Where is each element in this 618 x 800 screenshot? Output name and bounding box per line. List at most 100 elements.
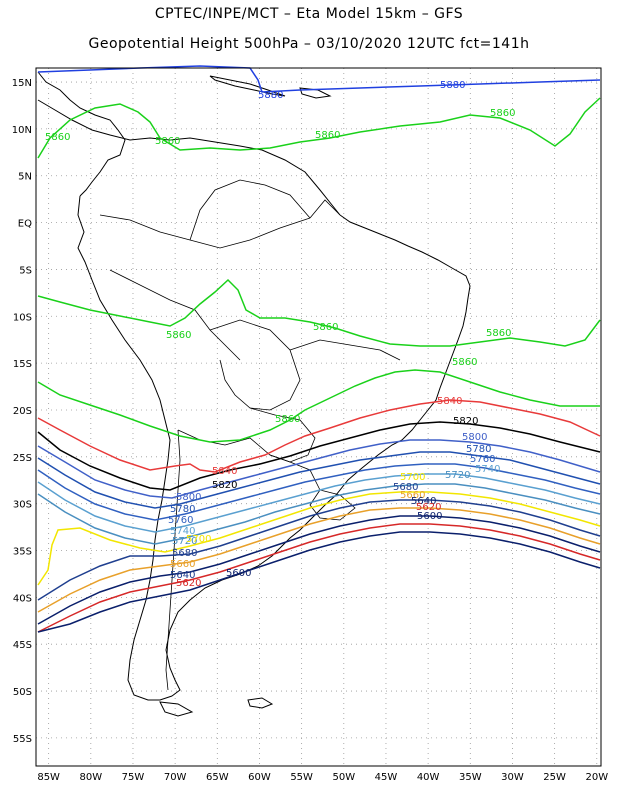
label-5780-b: 5780: [466, 444, 491, 455]
lat-tick-label: 10S: [13, 312, 32, 323]
contour-5820: [37, 421, 601, 491]
lon-tick-label: 35W: [459, 772, 482, 783]
lon-tick-label: 65W: [206, 772, 229, 783]
longitude-axis: 85W 80W 75W 70W 65W 60W 55W 50W 45W 40W 35W 30W 25W 2…: [37, 772, 608, 783]
contour-5600: [37, 531, 601, 633]
map-subtitle: Geopotential Height 500hPa – 03/10/2020 …: [88, 36, 530, 52]
lon-tick-label: 45W: [375, 772, 398, 783]
lat-tick-label: 15N: [12, 78, 32, 89]
label-5720-a: 5720: [172, 536, 197, 547]
border-colombia: [99, 214, 311, 249]
contour-5640: [37, 515, 601, 625]
label-5620-a: 5620: [176, 578, 201, 589]
lat-tick-label: 5N: [18, 172, 32, 183]
south-america-coast: [77, 195, 471, 701]
lon-tick-label: 60W: [248, 772, 271, 783]
lat-tick-label: 15S: [13, 359, 32, 370]
label-5660-a: 5660: [170, 559, 195, 570]
label-5800-b: 5800: [462, 432, 487, 443]
lat-tick-label: 10N: [12, 125, 32, 136]
contour-5740: [37, 473, 601, 533]
lat-tick-label: 35S: [13, 547, 32, 558]
map-title: CPTEC/INPE/MCT – Eta Model 15km – GFS: [154, 6, 464, 22]
border-guianas: [309, 199, 341, 219]
label-5880-a: 5880: [258, 90, 283, 101]
label-5600-b: 5600: [417, 511, 442, 522]
contour-5800: [37, 439, 601, 499]
label-5640-a: 5640: [170, 570, 195, 581]
contour-5880-north: [37, 65, 601, 93]
label-5860-f: 5860: [313, 322, 338, 333]
caribbean-coast: [37, 99, 341, 216]
label-5620-b: 5620: [416, 502, 441, 513]
border-uruguay: [309, 489, 356, 521]
label-5600-a: 5600: [226, 568, 251, 579]
contour-5860-south: [37, 369, 600, 443]
label-5720-b: 5720: [445, 470, 470, 481]
label-5640-b: 5640: [411, 496, 436, 507]
label-5860-e: 5860: [166, 330, 191, 341]
contour-labels: 5880 5880 5860 5860 5860 5860 5860 5860 …: [45, 80, 515, 589]
contour-5860-mid: [37, 278, 601, 347]
lat-tick-label: 20S: [13, 406, 32, 417]
lat-tick-label: EQ: [18, 219, 32, 230]
contour-5760: [37, 463, 601, 521]
contour-5780: [37, 451, 601, 509]
label-5740-a: 5740: [170, 526, 195, 537]
latitude-axis: 15N 10N 5N EQ 5S 10S 15S 20S 25S 30S 35S 40S 45S 50S 5…: [12, 78, 32, 745]
label-5680-a: 5680: [172, 548, 197, 559]
border-brazil-east: [289, 339, 401, 361]
lat-tick-label: 30S: [13, 500, 32, 511]
lat-tick-label: 5S: [19, 265, 32, 276]
label-5660-b: 5660: [400, 490, 425, 501]
lat-tick-label: 50S: [13, 687, 32, 698]
lon-tick-label: 55W: [290, 772, 313, 783]
lat-tick-label: 45S: [13, 640, 32, 651]
label-5760-b: 5760: [470, 454, 495, 465]
label-5760-a: 5760: [168, 515, 193, 526]
lon-tick-label: 85W: [37, 772, 60, 783]
border-bolivia: [209, 319, 301, 411]
lon-tick-label: 70W: [164, 772, 187, 783]
label-5780-a: 5780: [170, 504, 195, 515]
label-5860-b: 5860: [155, 136, 180, 147]
contour-5840: [37, 399, 601, 473]
tierra-del-fuego: [159, 701, 194, 717]
border-venezuela: [189, 179, 311, 241]
lon-tick-label: 40W: [417, 772, 440, 783]
lon-tick-label: 20W: [585, 772, 608, 783]
lon-tick-label: 75W: [122, 772, 145, 783]
contour-5860-caribbean: [37, 97, 601, 159]
lat-lon-grid: [36, 68, 601, 766]
label-5860-c: 5860: [315, 130, 340, 141]
label-5860-g: 5860: [486, 328, 511, 339]
lat-tick-label: 55S: [13, 734, 32, 745]
lon-tick-label: 25W: [543, 772, 566, 783]
label-5880-b: 5880: [440, 80, 465, 91]
label-5680-b: 5680: [393, 482, 418, 493]
border-peru-brazil: [109, 269, 241, 361]
lat-tick-label: 40S: [13, 593, 32, 604]
coastlines: [37, 71, 471, 717]
falkland-islands: [247, 697, 274, 709]
contour-5720: [37, 483, 601, 545]
label-5860-i: 5860: [275, 414, 300, 425]
contour-5680: [37, 499, 601, 601]
label-5840-b: 5840: [437, 396, 462, 407]
cuba-island: [209, 75, 286, 97]
contour-5700: [37, 491, 601, 586]
contour-5660: [37, 507, 601, 613]
contours: [37, 65, 601, 633]
contour-5620: [37, 523, 601, 633]
label-5740-b: 5740: [475, 464, 500, 475]
lat-tick-label: 25S: [13, 453, 32, 464]
label-5840-a: 5840: [212, 466, 237, 477]
label-5700-b: 5700: [400, 472, 425, 483]
label-5820-a: 5820: [212, 480, 237, 491]
label-5800-a: 5800: [176, 492, 201, 503]
lon-tick-label: 50W: [332, 772, 355, 783]
central-america-coast: [37, 71, 126, 197]
lon-tick-label: 80W: [80, 772, 103, 783]
label-5820-b: 5820: [453, 416, 478, 427]
